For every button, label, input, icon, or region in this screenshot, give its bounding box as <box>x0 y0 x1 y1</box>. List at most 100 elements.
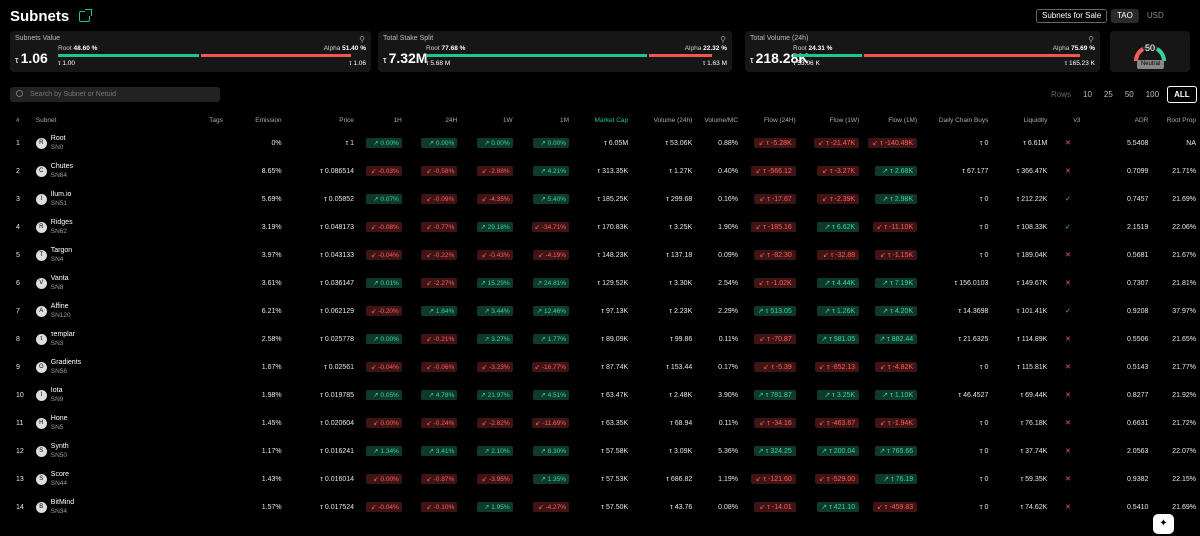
subnet-name-wrap[interactable]: Gradients SN56 <box>51 358 81 376</box>
subnet-name-wrap[interactable]: Vanta SN8 <box>51 274 69 292</box>
volume-mc-cell: 0.16% <box>718 195 739 203</box>
pin-icon[interactable]: ⚲ <box>720 35 726 44</box>
column-header-adr[interactable]: ADR <box>1134 117 1149 124</box>
table-row[interactable]: 8 τ τemplar SN3 2.58% τ 0.025778 ↗ 0.00% ↙ -0.2… <box>0 325 1200 353</box>
price-cell: τ 0.036147 <box>320 279 355 287</box>
subnet-logo-icon: τ <box>35 333 47 345</box>
column-header-market-cap[interactable]: Market Cap <box>594 117 629 124</box>
table-row[interactable]: 14 B BitMind SN34 1.57% τ 0.017524 ↙ -0.04% ↙ -… <box>0 493 1200 521</box>
search-input[interactable]: Search by Subnet or Netuid <box>10 87 220 102</box>
column-header-flow-1w-[interactable]: Flow (1W) <box>829 117 860 124</box>
column-header-price[interactable]: Price <box>339 117 355 124</box>
subnet-name-wrap[interactable]: Score SN44 <box>51 470 69 488</box>
subnet-name-wrap[interactable]: Root SN0 <box>51 134 66 152</box>
change-h24-value: -0.06% <box>433 364 455 371</box>
column-header-1w[interactable]: 1W <box>502 117 513 124</box>
subnets-for-sale-button[interactable]: Subnets for Sale <box>1036 9 1108 23</box>
column-header-flow-24h-[interactable]: Flow (24H) <box>763 117 796 124</box>
rows-option-25[interactable]: 25 <box>1103 90 1113 99</box>
column-header-emission[interactable]: Emission <box>255 117 282 124</box>
table-row[interactable]: 4 R Ridges SN62 3.19% τ 0.048173 ↙ -0.08% ↙ -0.… <box>0 213 1200 241</box>
emission-cell: 1.98% <box>261 391 282 399</box>
column-header-root-prop[interactable]: Root Prop <box>1166 117 1196 124</box>
arrow-down-icon: ↙ <box>370 224 379 231</box>
arrow-down-icon: ↙ <box>822 252 831 259</box>
table-row[interactable]: 7 A Affine SN120 6.21% τ 0.062129 ↙ -0.20% ↗ 1.… <box>0 297 1200 325</box>
subnet-name-wrap[interactable]: Targon SN4 <box>51 246 72 264</box>
column-header-daily-chain-buys[interactable]: Daily Chain Buys <box>938 117 989 124</box>
table-row[interactable]: 1 R Root SN0 0% τ 1 ↗ 0.00% ↗ 0.00% ↗ 0.00% ↗ 0.0… <box>0 129 1200 157</box>
root-prop-cell: 21.69% <box>1172 503 1196 511</box>
volume-mc-cell: 0.17% <box>718 363 739 371</box>
subnet-name-wrap[interactable]: Ridges SN62 <box>51 218 73 236</box>
change-w1-badge: ↗ 21.97% <box>476 390 513 400</box>
arrow-up-icon: ↗ <box>824 280 833 287</box>
arrow-up-icon: ↗ <box>821 504 830 511</box>
column-header--[interactable]: # <box>16 117 20 124</box>
column-header-1m[interactable]: 1M <box>560 117 570 124</box>
subnet-name-wrap[interactable]: Affine SN120 <box>51 302 71 320</box>
table-row[interactable]: 2 C Chutes SN64 8.65% τ 0.086514 ↙ -0.03% ↙ -0.… <box>0 157 1200 185</box>
ai-assistant-button[interactable]: ✦ <box>1153 514 1174 534</box>
table-row[interactable]: 5 T Targon SN4 3.97% τ 0.043133 ↙ -0.04% ↙ -0.2… <box>0 241 1200 269</box>
flow-f1m-badge: ↙ τ -459.83 <box>872 502 918 512</box>
subnet-name: Gradients <box>50 359 82 366</box>
emission-cell: 1.67% <box>261 363 282 371</box>
card-value: 7.32M <box>388 50 428 66</box>
root-value: τ 1.00 <box>58 60 76 67</box>
arrow-up-icon: ↗ <box>540 168 548 175</box>
volume-cell: τ 299.68 <box>666 195 693 203</box>
row-rank: 2 <box>16 167 20 175</box>
pin-icon[interactable]: ⚲ <box>359 35 365 44</box>
subnet-name-wrap[interactable]: Ilum.io SN51 <box>51 190 72 208</box>
subnet-name-wrap[interactable]: τemplar SN3 <box>51 330 75 348</box>
column-header-v3[interactable]: v3 <box>1073 117 1081 124</box>
currency-toggle[interactable]: TAO USD <box>1111 9 1170 23</box>
table-row[interactable]: 11 H Hone SN5 1.45% τ 0.020604 ↙ 0.00% ↙ -0.24%… <box>0 409 1200 437</box>
subnet-name: Iota <box>50 387 63 394</box>
subnet-name-wrap[interactable]: BitMind SN34 <box>51 498 74 516</box>
arrow-up-icon: ↗ <box>879 336 887 343</box>
column-header-1h[interactable]: 1H <box>393 117 402 124</box>
table-row[interactable]: 6 V Vanta SN8 3.61% τ 0.036147 ↗ 0.01% ↙ -2.27%… <box>0 269 1200 297</box>
arrow-up-icon: ↗ <box>882 196 891 203</box>
currency-usd-button[interactable]: USD <box>1146 11 1164 20</box>
column-header-liquidity[interactable]: Liquidity <box>1023 117 1048 124</box>
flow-f1w-value: τ -852.13 <box>826 364 856 371</box>
flow-f1m-badge: ↗ τ 4.20K <box>875 306 918 316</box>
emission-cell: 1.43% <box>261 475 282 483</box>
column-header-subnet[interactable]: Subnet <box>35 117 57 124</box>
column-header-volume-24h-[interactable]: Volume (24h) <box>653 117 693 124</box>
change-m1-badge: ↙ -34.71% <box>531 222 570 232</box>
table-row[interactable]: 9 G Gradients SN56 1.67% τ 0.02561 ↙ -0.04% ↙ -… <box>0 353 1200 381</box>
column-header-flow-1m-[interactable]: Flow (1M) <box>888 117 918 124</box>
column-header-24h[interactable]: 24H <box>445 117 458 124</box>
column-header-tags[interactable]: Tags <box>209 117 223 124</box>
table-row[interactable]: 3 I Ilum.io SN51 5.69% τ 0.05852 ↗ 0.07% ↙ -0.0… <box>0 185 1200 213</box>
rows-option-100[interactable]: 100 <box>1145 90 1160 99</box>
external-link-icon[interactable] <box>79 8 93 22</box>
table-row[interactable]: 12 S Synth SN50 1.17% τ 0.016241 ↗ 1.34% ↗ 3.41… <box>0 437 1200 465</box>
emission-cell: 2.58% <box>261 335 282 343</box>
table-row[interactable]: 13 S Score SN44 1.43% τ 0.016014 ↙ 0.00% ↙ -0.8… <box>0 465 1200 493</box>
rows-option-all[interactable]: ALL <box>1167 86 1197 103</box>
currency-tao-button[interactable]: TAO <box>1111 9 1139 23</box>
subnet-name-wrap[interactable]: Hone SN5 <box>51 414 68 432</box>
rows-option-50[interactable]: 50 <box>1124 90 1134 99</box>
change-h24-badge: ↗ 0.00% <box>421 138 458 148</box>
table-row[interactable]: 10 I Iota SN9 1.98% τ 0.019785 ↗ 0.05% ↗ 4.78% ↗… <box>0 381 1200 409</box>
rows-option-10[interactable]: 10 <box>1083 90 1092 99</box>
volume-cell: τ 3.09K <box>669 447 693 455</box>
subnet-name-wrap[interactable]: Synth SN50 <box>51 442 69 460</box>
card-title: Total Volume (24h) <box>750 35 809 42</box>
column-header-volume-mc[interactable]: Volume/MC <box>704 117 739 124</box>
subnet-name-wrap[interactable]: Chutes SN64 <box>51 162 73 180</box>
change-w1-badge: ↗ 2.10% <box>476 446 513 456</box>
market-cap-cell: τ 313.35K <box>597 167 629 175</box>
check-icon: ✓ <box>1064 224 1071 231</box>
arrow-down-icon: ↙ <box>426 420 434 427</box>
pin-icon[interactable]: ⚲ <box>1088 35 1094 44</box>
change-h1-value: -0.04% <box>378 252 399 259</box>
subnet-name-wrap[interactable]: Iota SN9 <box>51 386 64 404</box>
flow-f24-badge: ↙ τ -82.30 <box>753 250 796 260</box>
